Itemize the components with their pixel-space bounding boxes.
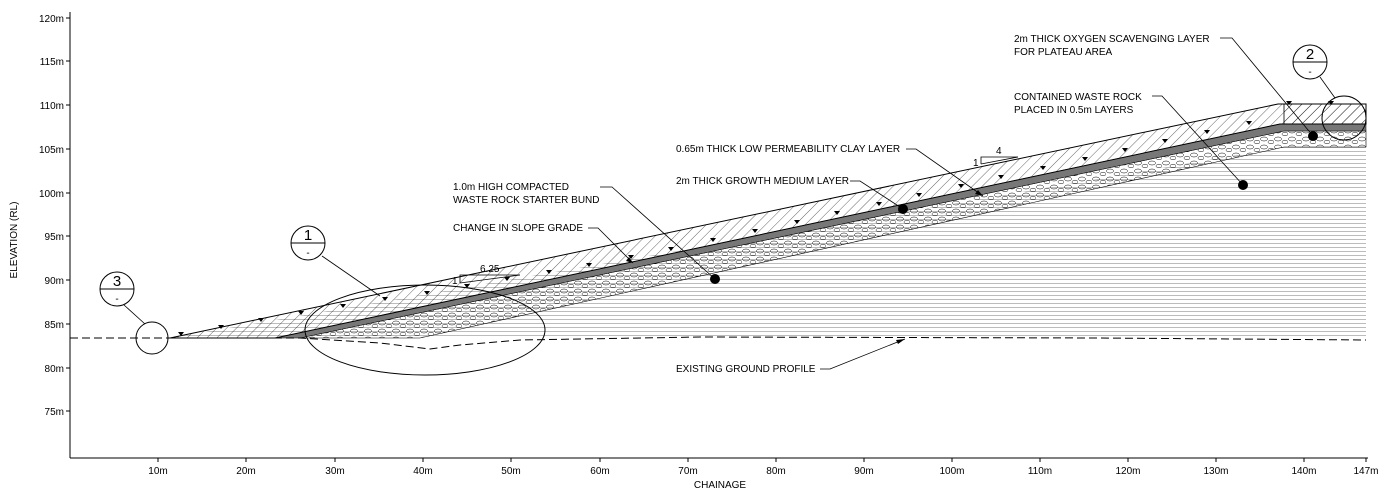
svg-text:1: 1 [304,227,312,244]
svg-text:WASTE ROCK STARTER BUND: WASTE ROCK STARTER BUND [453,195,600,206]
annotation-ground-profile: EXISTING GROUND PROFILE [676,338,906,375]
svg-text:1.0m HIGH COMPACTED: 1.0m HIGH COMPACTED [453,182,569,193]
y-axis-title: ELEVATION (RL) [9,202,20,279]
slope-indicator-2: 1 4 [973,146,1019,169]
axes [69,12,1368,459]
y-tick-label: 75m [45,407,64,418]
slope-indicator-1: 1 6.25 [452,264,521,287]
x-tick-label: 70m [678,466,697,477]
x-tick-label: 140m [1291,466,1316,477]
detail-2-boundary [1321,95,1367,141]
slope-rise: 1 [973,158,979,169]
x-axis-ticks: 10m 20m 30m 40m 50m 60m 70m 80m 90m 100m… [148,458,1379,477]
y-tick-label: 85m [45,320,64,331]
detail-3-boundary [135,321,169,355]
x-tick-label: 147m [1353,466,1378,477]
annotation-starter-bund: 1.0m HIGH COMPACTED WASTE ROCK STARTER B… [453,182,716,280]
svg-text:EXISTING GROUND PROFILE: EXISTING GROUND PROFILE [676,364,816,375]
svg-text:2m THICK OXYGEN SCAVENGING LAY: 2m THICK OXYGEN SCAVENGING LAYER [1014,34,1210,45]
x-tick-label: 50m [501,466,520,477]
x-tick-label: 90m [854,466,873,477]
surface-markers [178,101,1334,336]
callout-2: 2 - [1292,44,1336,99]
y-tick-label: 80m [45,364,64,375]
y-tick-label: 100m [39,189,64,200]
existing-ground-profile [70,336,1367,350]
y-tick-label: 90m [45,276,64,287]
y-tick-label: 115m [40,57,64,68]
svg-text:2m THICK GROWTH MEDIUM LAYER: 2m THICK GROWTH MEDIUM LAYER [676,176,849,187]
annotation-growth-layer: 2m THICK GROWTH MEDIUM LAYER [676,176,904,210]
x-tick-label: 30m [325,466,344,477]
y-tick-label: 110m [40,101,64,112]
annotation-clay-layer: 0.65m THICK LOW PERMEABILITY CLAY LAYER [676,144,984,197]
slope-run: 4 [996,146,1002,157]
svg-text:-: - [115,294,118,305]
x-tick-label: 60m [590,466,609,477]
svg-text:0.65m THICK LOW PERMEABILITY C: 0.65m THICK LOW PERMEABILITY CLAY LAYER [676,144,900,155]
x-tick-label: 120m [1115,466,1140,477]
y-tick-label: 95m [45,232,64,243]
detail-1-boundary [304,284,546,376]
x-axis-title: CHAINAGE [694,480,747,491]
y-tick-label: 105m [39,145,64,156]
svg-text:-: - [1308,67,1311,78]
slope-rise: 1 [452,276,458,287]
svg-text:3: 3 [113,273,121,290]
svg-text:2: 2 [1306,46,1314,63]
svg-text:-: - [306,248,309,259]
annotation-oxygen-layer: 2m THICK OXYGEN SCAVENGING LAYER FOR PLA… [1014,34,1314,137]
x-tick-label: 10m [148,466,167,477]
x-tick-label: 80m [766,466,785,477]
annotation-slope-grade: CHANGE IN SLOPE GRADE [453,223,634,264]
callout-3: 3 - [99,271,146,325]
y-axis-ticks: 120m 115m 110m 105m 100m 95m 90m 85m 80m… [39,14,70,418]
callout-1: 1 - [290,225,381,297]
svg-text:PLACED IN 0.5m LAYERS: PLACED IN 0.5m LAYERS [1014,105,1134,116]
x-tick-label: 20m [236,466,255,477]
slope-run: 6.25 [480,264,500,275]
svg-text:FOR PLATEAU AREA: FOR PLATEAU AREA [1014,47,1113,58]
x-tick-label: 110m [1028,466,1052,477]
svg-text:CHANGE IN SLOPE GRADE: CHANGE IN SLOPE GRADE [453,223,583,234]
annotation-waste-rock: CONTAINED WASTE ROCK PLACED IN 0.5m LAYE… [1014,92,1244,186]
y-tick-label: 120m [39,14,64,25]
x-tick-label: 130m [1203,466,1228,477]
svg-text:CONTAINED WASTE ROCK: CONTAINED WASTE ROCK [1014,92,1142,103]
x-tick-label: 40m [413,466,432,477]
x-tick-label: 100m [939,466,964,477]
